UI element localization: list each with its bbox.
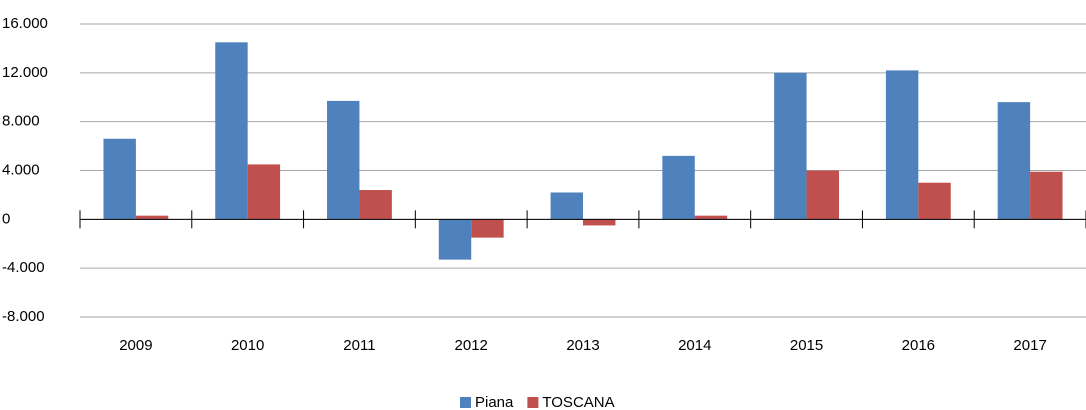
y-tick-label: -4.000 <box>2 259 45 276</box>
bar <box>247 164 281 220</box>
bar <box>359 190 392 220</box>
y-tick-label: 4.000 <box>2 161 40 178</box>
bar <box>774 72 807 220</box>
y-tick-label: 12.000 <box>2 64 48 81</box>
bar <box>135 215 169 220</box>
x-tick-label: 2010 <box>231 337 264 354</box>
x-tick-label: 2014 <box>678 337 711 354</box>
bar <box>103 138 136 220</box>
bar <box>806 170 839 220</box>
bar <box>885 70 919 220</box>
x-tick-label: 2012 <box>455 337 488 354</box>
bar <box>997 102 1031 220</box>
legend-label: TOSCANA <box>542 394 614 410</box>
bar <box>471 219 504 238</box>
y-tick-label: 8.000 <box>2 113 40 130</box>
bar <box>1030 171 1063 220</box>
bar <box>438 219 472 260</box>
x-tick-label: 2015 <box>790 337 823 354</box>
x-tick-label: 2017 <box>1013 337 1046 354</box>
x-tick-label: 2013 <box>566 337 599 354</box>
legend-swatch <box>460 397 471 408</box>
legend-label: Piana <box>475 394 514 410</box>
bar <box>550 192 583 220</box>
legend-swatch <box>527 397 539 408</box>
bar <box>215 42 248 220</box>
x-tick-label: 2016 <box>902 337 935 354</box>
y-tick-label: -8.000 <box>2 308 45 325</box>
x-tick-label: 2011 <box>343 337 375 354</box>
bar <box>918 182 951 220</box>
y-tick-label: 0 <box>2 210 10 227</box>
bar <box>583 219 616 226</box>
x-tick-label: 2009 <box>119 337 152 354</box>
bar <box>694 215 728 220</box>
bar <box>327 100 360 220</box>
bar <box>662 155 695 220</box>
y-tick-label: 16.000 <box>2 15 48 32</box>
